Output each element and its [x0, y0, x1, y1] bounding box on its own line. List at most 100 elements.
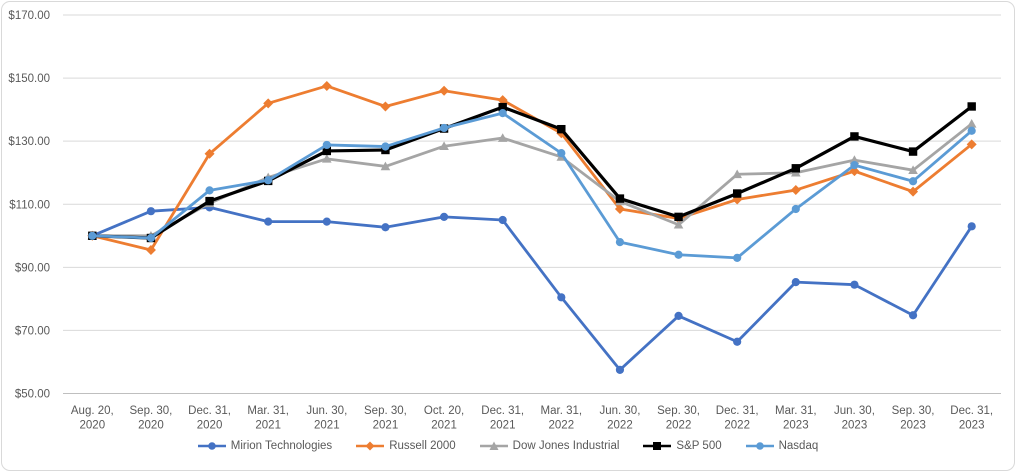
data-point-marker	[204, 148, 215, 159]
data-point-marker	[145, 244, 156, 255]
legend-swatch-square-icon	[643, 442, 672, 450]
y-axis-label: $130.00	[8, 136, 50, 148]
data-point-marker	[850, 161, 859, 170]
data-point-marker	[733, 337, 742, 346]
data-point-marker	[674, 311, 683, 321]
data-point-marker	[908, 311, 918, 320]
data-point-marker	[380, 161, 391, 171]
y-axis-label: $50.00	[15, 389, 50, 401]
legend-label: S&P 500	[676, 440, 722, 452]
x-axis-label: Aug. 20, 2020	[71, 405, 114, 432]
legend-label: Mirion Technologies	[230, 440, 333, 452]
legend-swatch-triangle-icon	[479, 441, 508, 450]
data-point-marker	[850, 132, 859, 141]
x-axis-label: Mar. 31, 2023	[775, 405, 817, 432]
data-point-marker	[557, 124, 566, 134]
data-point-marker	[967, 126, 976, 135]
data-point-marker	[557, 149, 566, 158]
data-point-marker	[908, 147, 918, 156]
x-axis-label: Sep. 30, 2021	[364, 405, 407, 432]
data-point-marker	[908, 186, 919, 197]
data-point-marker	[498, 215, 507, 225]
x-axis-label: Jun. 30, 2021	[306, 405, 347, 432]
data-point-marker	[322, 140, 331, 150]
y-axis-label: $110.00	[9, 199, 50, 211]
legend-item-s-p-500: S&P 500	[643, 440, 722, 452]
legend-swatch-circle-icon	[197, 442, 226, 450]
legend-item-dow-jones-industrial: Dow Jones Industrial	[479, 440, 620, 452]
data-point-marker	[322, 217, 331, 226]
data-point-marker	[850, 280, 859, 289]
x-axis-label: Dec. 31, 2020	[188, 405, 231, 432]
data-point-marker	[908, 177, 918, 186]
data-point-marker	[380, 101, 391, 112]
data-point-marker	[439, 141, 449, 151]
data-point-marker	[732, 189, 742, 198]
data-point-marker	[381, 142, 390, 151]
x-axis-label: Sep. 30, 2023	[892, 405, 935, 432]
data-point-marker	[615, 365, 625, 374]
x-axis-label: Sep. 30, 2020	[130, 405, 173, 432]
data-point-marker	[674, 212, 683, 222]
data-point-marker	[967, 102, 976, 111]
data-point-marker	[498, 102, 507, 112]
data-point-marker	[381, 223, 390, 232]
data-point-marker	[322, 146, 332, 156]
data-point-marker	[849, 155, 860, 164]
data-point-marker	[674, 250, 683, 259]
data-point-marker	[614, 203, 625, 214]
data-point-marker	[439, 123, 449, 133]
data-point-marker	[322, 154, 332, 163]
y-axis-label: $90.00	[15, 262, 50, 274]
data-point-marker	[791, 204, 800, 214]
data-point-marker	[497, 95, 508, 106]
y-axis-label: $150.00	[8, 73, 50, 85]
data-point-marker	[146, 233, 156, 243]
x-axis-label: Mar. 31, 2022	[541, 405, 583, 432]
data-point-marker	[205, 186, 214, 195]
legend-item-nasdaq: Nasdaq	[745, 440, 819, 452]
data-point-marker	[263, 98, 274, 109]
data-point-marker	[88, 231, 97, 240]
data-point-marker	[732, 169, 742, 179]
series-line-mirion-technologies	[90, 206, 974, 372]
y-axis-label: $70.00	[15, 325, 50, 337]
legend-label: Dow Jones Industrial	[512, 440, 620, 452]
x-axis-label: Dec. 31, 2022	[716, 405, 759, 432]
data-point-marker	[967, 222, 976, 231]
series-line-s-p-500	[90, 104, 974, 240]
data-point-marker	[498, 108, 507, 118]
x-axis-label: Sep. 30, 2022	[657, 405, 700, 432]
data-point-marker	[497, 133, 508, 142]
data-point-marker	[791, 164, 801, 173]
chart-legend: Mirion Technologies Russell 2000 Dow Jones…	[2, 440, 1014, 452]
data-point-marker	[673, 219, 684, 229]
data-point-marker	[615, 238, 625, 247]
legend-swatch-diamond-icon	[356, 441, 385, 451]
data-point-marker	[733, 253, 742, 262]
data-point-marker	[790, 185, 801, 196]
x-axis-label: Oct. 20, 2021	[424, 405, 464, 432]
data-point-marker	[791, 278, 800, 287]
data-point-marker	[439, 85, 450, 96]
plot-area: $170.00 $150.00 $130.00 $110.00 $90.00 $70.00…	[8, 10, 1001, 432]
data-point-marker	[264, 176, 273, 185]
data-point-marker	[321, 80, 332, 91]
legend-item-russell-2000: Russell 2000	[356, 440, 456, 452]
y-axis-label: $170.00	[8, 10, 50, 22]
data-point-marker	[439, 212, 449, 221]
data-point-marker	[205, 196, 214, 206]
data-point-marker	[966, 139, 977, 150]
legend-label: Nasdaq	[778, 440, 819, 452]
x-axis-label: Jun. 30, 2022	[599, 405, 640, 432]
data-point-marker	[908, 165, 918, 174]
legend-label: Russell 2000	[389, 440, 456, 452]
data-point-marker	[557, 293, 566, 302]
data-point-marker	[615, 194, 625, 203]
series-line-russell-2000	[90, 84, 974, 252]
data-point-marker	[264, 217, 273, 226]
x-axis-label: Mar. 31, 2021	[247, 405, 289, 432]
x-axis-label: Dec. 31, 2021	[481, 405, 524, 432]
legend-swatch-circle-icon	[745, 442, 774, 450]
